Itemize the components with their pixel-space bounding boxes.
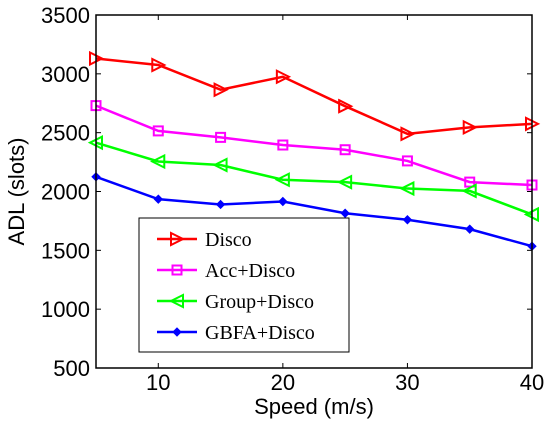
y-tick-label: 2000 xyxy=(41,180,90,205)
data-point-disco xyxy=(151,57,167,73)
legend-marker-gbfa-disco xyxy=(172,327,182,337)
y-tick-label: 3000 xyxy=(41,62,90,87)
y-tick-label: 2500 xyxy=(41,121,90,146)
x-axis-title: Speed (m/s) xyxy=(254,394,374,419)
data-point-gbfa-disco xyxy=(278,196,288,207)
series-gbfa-disco xyxy=(91,172,537,251)
data-point-gbfa-disco xyxy=(465,224,475,234)
data-point-acc-disco xyxy=(464,176,476,188)
data-point-group-disco xyxy=(399,180,415,197)
x-tick-label: 10 xyxy=(146,370,170,395)
data-point-gbfa-disco xyxy=(153,194,163,204)
data-point-group-disco xyxy=(274,172,290,188)
legend-marker-acc-disco xyxy=(171,264,183,276)
axis-ticks: 10 20 30 40 500 1000 1500 2000 2500 3000 3500 xyxy=(41,3,544,395)
series-line-group-disco xyxy=(95,141,533,216)
legend-label-disco: Disco xyxy=(205,229,252,251)
legend-marker-group-disco xyxy=(168,293,184,309)
legend-label-gbfa-disco: GBFA+Disco xyxy=(205,322,315,344)
data-point-disco xyxy=(275,69,292,85)
data-point-acc-disco xyxy=(339,144,351,156)
data-point-gbfa-disco xyxy=(340,208,350,218)
series-line-acc-disco xyxy=(95,104,533,187)
data-point-acc-disco xyxy=(215,131,227,143)
y-tick-label: 3500 xyxy=(41,3,90,28)
data-point-gbfa-disco xyxy=(402,215,413,225)
legend-label-group-disco: Group+Disco xyxy=(205,291,314,313)
y-axis-title: ADL (slots) xyxy=(4,138,29,246)
x-tick-label: 40 xyxy=(520,370,544,395)
data-point-disco xyxy=(462,119,478,135)
legend-box xyxy=(138,217,350,353)
x-tick-label: 20 xyxy=(271,370,295,395)
data-point-disco xyxy=(213,82,229,98)
data-point-group-disco xyxy=(212,157,228,173)
x-tick-label: 30 xyxy=(395,370,419,395)
data-point-acc-disco xyxy=(401,155,413,167)
data-point-gbfa-disco xyxy=(215,199,226,210)
data-point-disco xyxy=(400,126,416,142)
y-tick-label: 1500 xyxy=(41,238,90,263)
series-acc-disco xyxy=(90,100,538,191)
y-tick-label: 1000 xyxy=(41,297,90,322)
data-point-group-disco xyxy=(150,153,166,170)
legend-marker-disco xyxy=(170,231,186,247)
legend-label-acc-disco: Acc+Disco xyxy=(205,260,295,282)
data-point-acc-disco xyxy=(152,125,164,137)
data-point-group-disco xyxy=(336,174,353,190)
chart-marks xyxy=(87,50,541,251)
data-point-disco xyxy=(338,98,354,114)
y-tick-label: 500 xyxy=(53,356,90,381)
data-point-acc-disco xyxy=(277,139,289,151)
legend: Disco Acc+Disco Group+Disco GBFA+Disco xyxy=(138,217,350,353)
series-line-disco xyxy=(95,57,533,136)
data-point-group-disco xyxy=(461,183,477,199)
series-line-gbfa-disco xyxy=(95,175,533,248)
